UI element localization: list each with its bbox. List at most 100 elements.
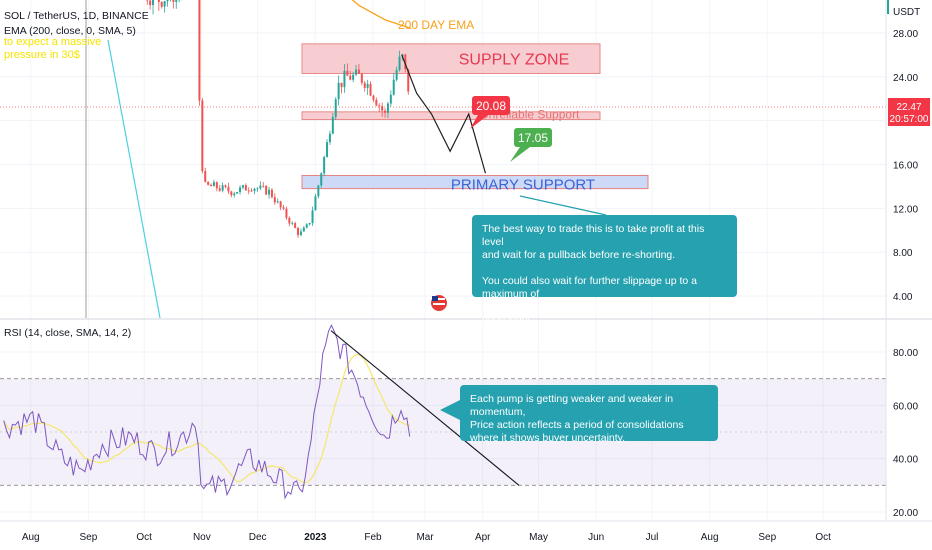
flag-icon-canton[interactable] — [432, 296, 438, 301]
currency-label: USDT — [893, 7, 920, 18]
candle-body — [305, 224, 308, 228]
candle-body — [152, 0, 155, 6]
candle-body — [265, 185, 268, 195]
candle-body — [166, 0, 169, 2]
rsi-legend[interactable]: RSI (14, close, SMA, 14, 2) — [4, 327, 132, 339]
candle-body — [268, 189, 271, 195]
price-callout-line-4: You could also wait for further slippage… — [482, 275, 697, 300]
supply-zone-label: SUPPLY ZONE — [459, 52, 570, 69]
price-callout-line-3 — [482, 262, 727, 275]
target-low-badge: 17.05 — [510, 128, 552, 162]
candle-body — [334, 99, 337, 118]
candle-body — [285, 208, 288, 218]
overlay-line-1: to expect a massive — [4, 36, 102, 48]
time-tick-label: Nov — [193, 532, 211, 543]
rsi-callout: Each pump is getting weaker and weaker i… — [460, 385, 718, 444]
time-tick-label: Apr — [475, 532, 491, 543]
candle-body — [244, 185, 247, 191]
time-tick-label: Sep — [80, 532, 98, 543]
candle-body — [381, 106, 384, 111]
time-tick-label: Dec — [249, 532, 267, 543]
candle-body — [149, 0, 152, 6]
target-high-arrow — [470, 115, 488, 129]
time-tick-label: Oct — [815, 532, 831, 543]
primary-support-label: PRIMARY SUPPORT — [451, 177, 595, 194]
candle-body — [282, 207, 285, 209]
ema-200-line — [351, 0, 412, 30]
candle-body — [172, 0, 175, 2]
target-low-value: 17.05 — [518, 131, 548, 145]
price-tick-label: 16.00 — [893, 160, 918, 171]
candle-body — [247, 190, 250, 192]
candle-body — [233, 193, 236, 196]
time-axis[interactable]: Aug Sep Oct Nov Dec 2023 Feb Mar Apr May Jun Jul Aug… — [0, 520, 932, 543]
candle-body — [352, 74, 355, 80]
time-tick-label: Aug — [22, 532, 40, 543]
symbol-legend[interactable]: SOL / TetherUS, 1D, BINANCE — [4, 10, 149, 22]
rsi-line — [3, 324, 411, 500]
target-low-box — [514, 128, 552, 147]
ema-label: 200 DAY EMA — [398, 18, 474, 32]
flag-icon[interactable] — [431, 295, 447, 311]
candle-body — [198, 0, 201, 101]
candle-body — [157, 0, 160, 2]
rsi-grid — [0, 351, 886, 513]
target-high-value: 20.08 — [476, 99, 506, 113]
candle-body — [262, 185, 265, 187]
callout-pointer — [519, 195, 607, 216]
candle-body — [212, 182, 215, 187]
primary-support-zone — [301, 174, 649, 190]
candle-body — [215, 182, 218, 189]
candle-body — [227, 186, 230, 192]
price-callout-line-5: 13.8-14.2$, watch the pullback and re-sh… — [482, 301, 705, 326]
price-tick-label: 4.00 — [893, 292, 913, 303]
countdown-value: 20:57:00 — [890, 114, 929, 125]
candle-body — [366, 83, 369, 88]
rsi-pane — [0, 324, 886, 513]
candle-body — [224, 185, 227, 187]
candle-body — [253, 188, 256, 191]
price-callout: The best way to trade this is to take pr… — [472, 215, 737, 326]
target-low-arrow — [510, 147, 530, 162]
candle-body — [357, 69, 360, 74]
candle-body — [343, 70, 346, 88]
flag-icon-stripe[interactable] — [433, 298, 445, 300]
candle-body — [340, 82, 343, 88]
candle-body — [386, 103, 389, 113]
ema-legend[interactable]: EMA (200, close, 0, SMA, 5) — [4, 25, 136, 37]
flag-icon-stripe-2[interactable] — [433, 303, 445, 305]
candle-body — [369, 83, 372, 96]
candle-body — [207, 181, 210, 185]
rsi-callout-line-3: where it shows buyer uncertainty. — [470, 432, 626, 444]
target-high-box — [472, 96, 510, 115]
price-tick-label: 24.00 — [893, 73, 918, 84]
candle-body — [270, 189, 273, 198]
candle-body — [236, 192, 239, 194]
price-tick-label: 12.00 — [893, 204, 918, 215]
candle-body — [279, 201, 282, 208]
rsi-trendline — [330, 330, 520, 486]
candle-body — [360, 73, 363, 83]
candle-body — [323, 156, 326, 174]
candle-body — [273, 197, 276, 203]
candle-body — [302, 227, 305, 232]
candle-body — [160, 1, 163, 7]
candle-body — [299, 231, 302, 236]
unreliable-support-zone — [301, 111, 601, 121]
candle-body — [407, 69, 410, 92]
candle-body — [276, 201, 279, 203]
candle-body — [163, 1, 166, 7]
time-tick-label: 2023 — [304, 532, 327, 543]
candle-body — [378, 105, 381, 107]
rsi-callout-line-2: Price action reflects a period of consol… — [470, 419, 684, 431]
rsi-tick-label: 20.00 — [893, 508, 918, 519]
last-price-value: 22.47 — [896, 102, 921, 113]
candle-body — [355, 69, 358, 75]
time-tick-label: Jul — [646, 532, 659, 543]
rsi-callout-pointer — [440, 400, 460, 420]
candle-body — [308, 222, 311, 225]
candle-body — [375, 99, 378, 106]
price-scale[interactable]: USDT 28.00 24.00 20.00 16.00 12.00 8.00 4.00 2… — [885, 0, 930, 520]
